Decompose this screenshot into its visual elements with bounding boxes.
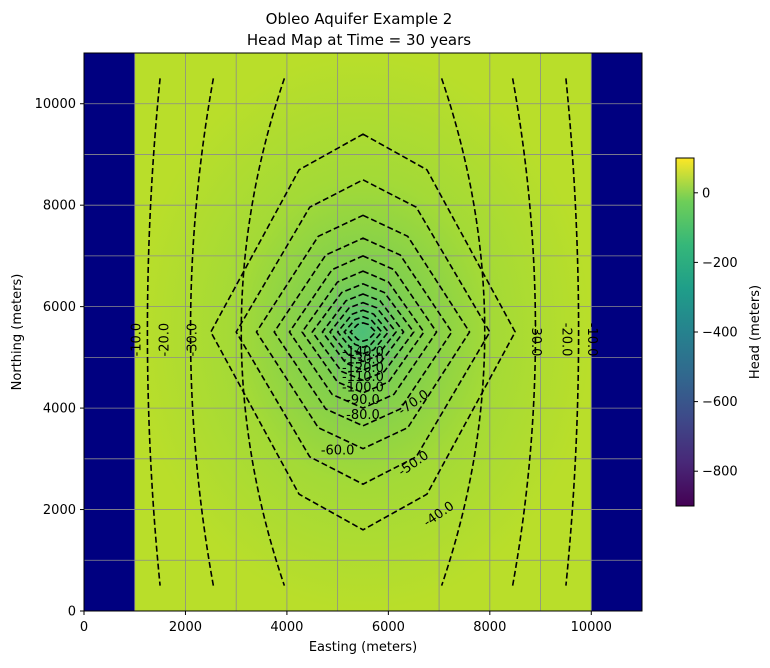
contour-ring [235,178,491,486]
colorbar-gradient [676,158,694,506]
colorbar-tick-label: 0 [702,186,710,201]
contour-line-side [146,78,161,586]
contour-ring [349,322,377,342]
y-tick-label: 2000 [43,503,76,518]
x-tick-label: 8000 [473,620,506,635]
y-tick-label: 0 [68,605,76,620]
colorbar-ticks: 0 −200 −400 −600 −800 [694,186,738,480]
x-tick-label: 2000 [169,620,202,635]
y-tick-label: 8000 [43,199,76,214]
contour-line-side [511,78,537,586]
contour-label: -10.0 [584,323,599,357]
colorbar-tick-label: −400 [702,326,738,341]
contour-label: -20.0 [158,323,173,357]
contour-label: -130.0 [342,352,384,367]
contour-label: -80.0 [346,408,380,423]
y-tick-label: 10000 [35,97,76,112]
y-axis-ticks: 0 2000 4000 6000 8000 10000 [35,97,84,620]
contour-line-side [189,78,215,586]
chart-title-line-2: Head Map at Time = 30 years [247,31,471,49]
contour-label: -120.0 [342,361,384,376]
contour-label: -30.0 [186,323,201,357]
contour-ring [336,309,390,355]
contour-label: -20.0 [558,323,573,357]
x-axis-label: Easting (meters) [309,640,417,655]
contour-line-side [440,78,486,586]
active-head-field [134,53,592,611]
x-tick-label: 0 [80,620,88,635]
inactive-region-west [84,53,135,611]
colorbar-tick-label: −600 [702,395,738,410]
contour-label: -60.0 [321,444,355,459]
contour-label: -100.0 [342,380,384,395]
x-tick-label: 10000 [571,620,612,635]
contour-ring [273,237,453,427]
contour-ring [255,214,471,450]
contour-label: -110.0 [342,370,384,385]
contour-ring [288,255,438,409]
plot-area: -10.0 -20.0 -30.0 -30.0 -20.0 -10.0-40.0-50.0… [84,53,642,611]
contour-line-side [565,78,580,586]
plot-frame [83,52,643,612]
grid-lines [84,53,642,611]
contour-ring [301,270,425,394]
contour-ring [321,293,405,371]
contour-ring [311,282,415,382]
inactive-region-east [591,53,642,611]
x-tick-label: 4000 [270,620,303,635]
colorbar-tick-label: −200 [702,256,738,271]
x-tick-label: 6000 [372,620,405,635]
contour-label: -30.0 [528,323,543,357]
colorbar-label: Head (meters) [748,285,763,379]
contour-ring [209,133,517,531]
contour-ring [343,315,383,349]
y-tick-label: 6000 [43,300,76,315]
contour-label: -10.0 [130,323,145,357]
y-tick-label: 4000 [43,402,76,417]
colorbar-tick-label: −800 [702,465,738,480]
contour-lines [146,78,580,586]
y-axis-label: Northing (meters) [10,274,25,391]
contour-label: -140.0 [342,345,384,360]
contour-label: -90.0 [346,393,380,408]
contour-line-side [240,78,286,586]
colorbar: 0 −200 −400 −600 −800 Head (meters) [675,157,763,507]
x-axis-ticks: 0 2000 4000 6000 8000 10000 [80,611,612,635]
contour-ring [329,301,397,363]
chart-title-line-1: Obleo Aquifer Example 2 [266,10,453,28]
